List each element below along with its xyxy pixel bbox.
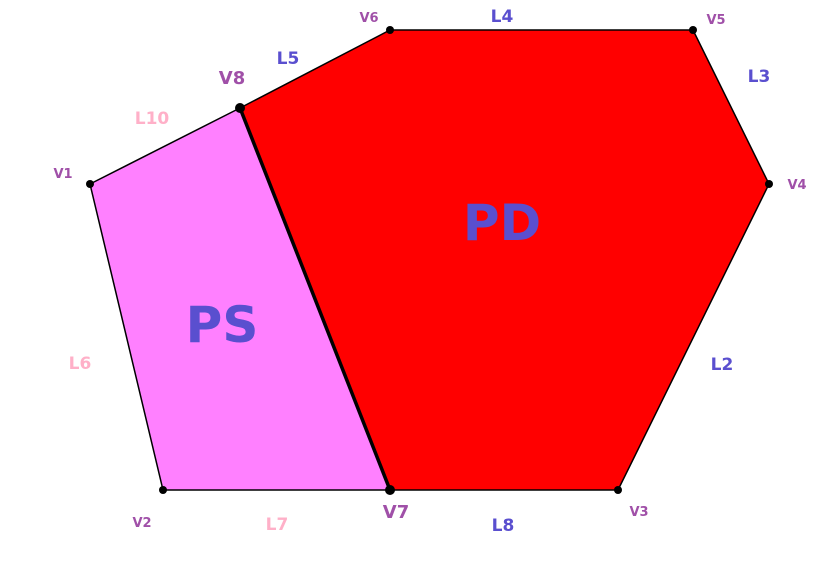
vertex-label-v4: V4 bbox=[787, 178, 806, 193]
vertex-dot-v4 bbox=[765, 180, 773, 188]
vertex-label-v6: V6 bbox=[359, 11, 378, 26]
vertex-dot-v3 bbox=[614, 486, 622, 494]
edge-label-l5: L5 bbox=[277, 49, 300, 69]
vertex-dot-v1 bbox=[86, 180, 94, 188]
vertex-label-v7: V7 bbox=[383, 502, 409, 523]
shared-edge bbox=[238, 107, 392, 491]
vertex-dot-v6 bbox=[386, 26, 394, 34]
vertex-dot-v2 bbox=[159, 486, 167, 494]
edge-label-l4: L4 bbox=[491, 7, 514, 27]
vertex-label-v8: V8 bbox=[219, 68, 245, 89]
vertex-dot-v7 bbox=[385, 485, 395, 495]
edge-label-l6: L6 bbox=[69, 354, 92, 374]
region-label-pd: PD bbox=[463, 194, 541, 252]
region-label-ps: PS bbox=[186, 296, 259, 354]
vertex-label-v1: V1 bbox=[53, 167, 72, 182]
vertex-label-v5: V5 bbox=[706, 13, 725, 28]
edge-label-l2: L2 bbox=[711, 355, 734, 375]
vertex-label-v2: V2 bbox=[132, 516, 151, 531]
edge-label-l8: L8 bbox=[492, 516, 515, 536]
vertex-dot-v8 bbox=[235, 103, 245, 113]
vertex-label-v3: V3 bbox=[629, 505, 648, 520]
edge-label-l7: L7 bbox=[266, 515, 289, 535]
vertex-dot-v5 bbox=[689, 26, 697, 34]
edge-label-l10: L10 bbox=[135, 109, 170, 129]
edge-label-l3: L3 bbox=[748, 67, 771, 87]
